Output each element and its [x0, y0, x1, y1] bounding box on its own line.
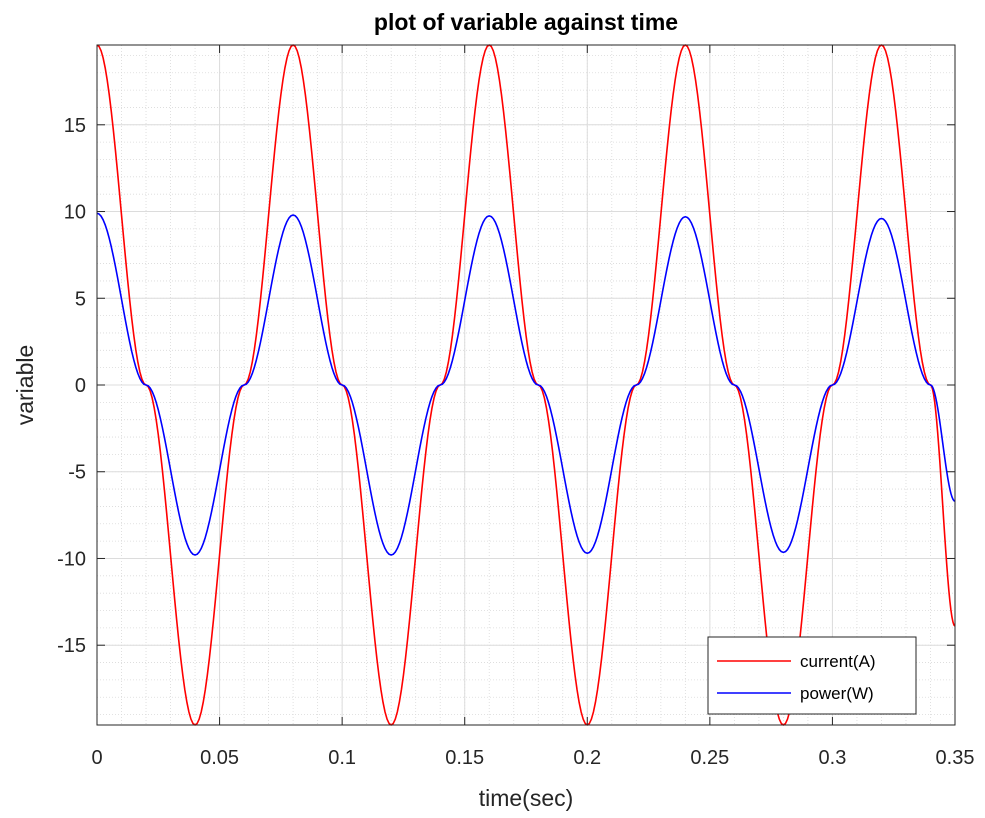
y-tick-label: -15 [57, 635, 86, 657]
y-axis-label: variable [12, 345, 38, 426]
x-tick-label: 0.2 [573, 747, 601, 769]
y-tick-label: 0 [75, 375, 86, 397]
y-tick-label: -10 [57, 548, 86, 570]
x-tick-label: 0.3 [819, 747, 847, 769]
x-tick-label: 0.35 [936, 747, 975, 769]
x-tick-label: 0.15 [445, 747, 484, 769]
plot-area [97, 45, 955, 725]
x-tick-label: 0.05 [200, 747, 239, 769]
y-tick-label: -5 [68, 462, 86, 484]
x-tick-label: 0.1 [328, 747, 356, 769]
legend-label-power: power(W) [800, 684, 874, 703]
y-tick-label: 15 [64, 115, 86, 137]
y-tick-label: 5 [75, 288, 86, 310]
x-tick-label: 0.25 [690, 747, 729, 769]
x-tick-label: 0 [91, 747, 102, 769]
chart-title: plot of variable against time [374, 9, 678, 35]
y-tick-label: 10 [64, 202, 86, 224]
legend[interactable]: current(A) power(W) [708, 637, 916, 714]
x-axis-label: time(sec) [479, 785, 574, 811]
legend-label-current: current(A) [800, 652, 876, 671]
